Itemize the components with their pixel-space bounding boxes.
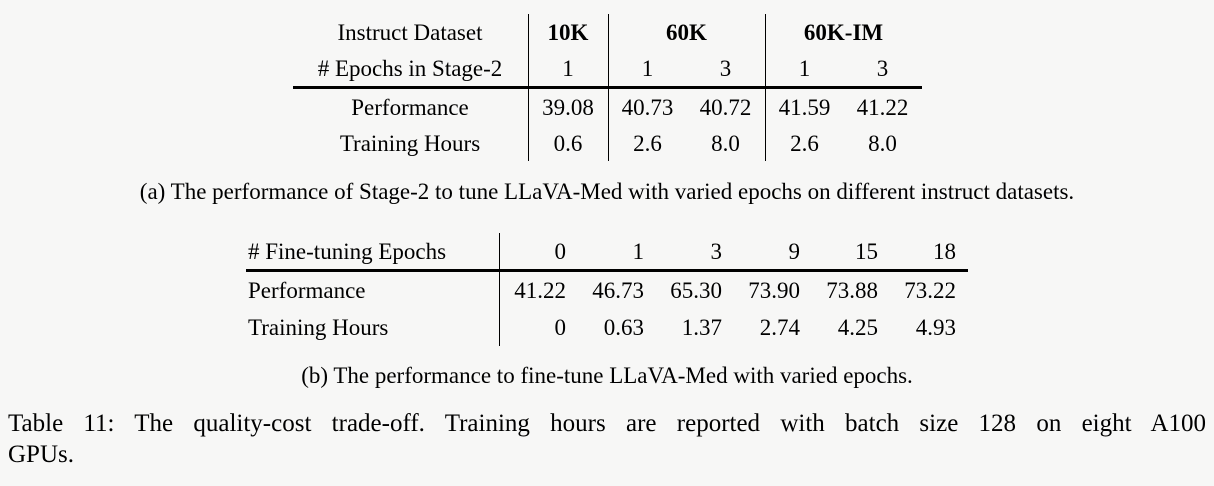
table-b-performance-value: 46.73 xyxy=(592,278,644,303)
table-a-performance-value: 41.22 xyxy=(856,94,909,120)
table-b-epoch-header-value: 9 xyxy=(788,238,801,264)
table-a-training-hours-value: 8.0 xyxy=(868,130,897,156)
table-b-performance-value: 73.88 xyxy=(826,278,878,303)
table-a-performance-value: 39.08 xyxy=(529,89,609,125)
table-b-epoch-header-value: 1 xyxy=(632,238,645,264)
table-a-epochs-value: 1 xyxy=(529,50,609,86)
table-b-training-hours-value: 4.25 xyxy=(837,315,878,340)
table-a-epochs-value: 3 xyxy=(687,50,766,86)
table-a-training-hours-value: 8.0 xyxy=(687,125,766,161)
table-a-epochs-value: 1 xyxy=(798,55,811,81)
table-b-training-hours-value: 1.37 xyxy=(681,315,722,340)
table-b-epoch-header-value: 3 xyxy=(710,238,723,264)
table-a-midrule xyxy=(292,86,922,89)
table-a-header-instruct-dataset: Instruct Dataset xyxy=(293,14,529,50)
table-b-performance-value: 65.30 xyxy=(670,278,722,303)
table-a-col-header-60k: 60K xyxy=(609,14,766,50)
table-b-performance-value: 73.22 xyxy=(904,278,956,303)
table-a: Instruct Dataset 10K 60K 60K-IM # Epochs… xyxy=(292,14,922,161)
table-b-performance-value: 41.22 xyxy=(514,278,566,303)
table-b-training-hours-value: 2.74 xyxy=(759,315,800,340)
table-a-epochs-value: 1 xyxy=(641,55,654,81)
table-b-training-hours-value: 0.63 xyxy=(603,315,644,340)
table-a-epochs-value: 3 xyxy=(876,55,889,81)
table-b-row-label-performance: Performance xyxy=(246,272,500,309)
main-caption-line-1: Table 11: The quality-cost trade-off. Tr… xyxy=(8,410,1206,437)
main-caption-line-2: GPUs. xyxy=(8,441,74,468)
table-b-epoch-header-value: 18 xyxy=(933,238,956,264)
paper-page: Instruct Dataset 10K 60K 60K-IM # Epochs… xyxy=(0,14,1214,470)
table-a-training-hours-value: 2.6 xyxy=(790,130,819,156)
table-b-midrule xyxy=(246,269,968,272)
table-a-performance-value: 41.59 xyxy=(778,94,831,120)
table-a-row-label-performance: Performance xyxy=(293,89,529,125)
table-b: # Fine-tuning Epochs 0 1 3 9 15 18 Perfo… xyxy=(246,233,968,346)
table-a-training-hours-value: 2.6 xyxy=(633,130,662,156)
main-table-caption: Table 11: The quality-cost trade-off. Tr… xyxy=(8,408,1206,470)
table-a-col-header-10k: 10K xyxy=(529,14,609,50)
table-a-performance-value: 40.72 xyxy=(687,89,766,125)
table-a-training-hours-value: 0.6 xyxy=(529,125,609,161)
table-a-header-epochs-stage2: # Epochs in Stage-2 xyxy=(293,50,529,86)
table-b-row-label-training-hours: Training Hours xyxy=(246,309,500,346)
table-b-epoch-header-value: 15 xyxy=(855,238,878,264)
table-a-caption: (a) The performance of Stage-2 to tune L… xyxy=(139,179,1075,204)
table-b-epoch-header-value: 0 xyxy=(554,238,567,264)
table-a-col-header-60k-im: 60K-IM xyxy=(803,19,884,45)
table-b-caption: (b) The performance to fine-tune LLaVA-M… xyxy=(301,363,913,388)
table-a-performance-value: 40.73 xyxy=(621,94,674,120)
table-b-training-hours-value: 0 xyxy=(554,315,567,340)
table-a-row-label-training-hours: Training Hours xyxy=(293,125,529,161)
table-b-performance-value: 73.90 xyxy=(748,278,800,303)
table-b-header-finetuning-epochs: # Fine-tuning Epochs xyxy=(246,233,500,269)
table-b-training-hours-value: 4.93 xyxy=(915,315,956,340)
